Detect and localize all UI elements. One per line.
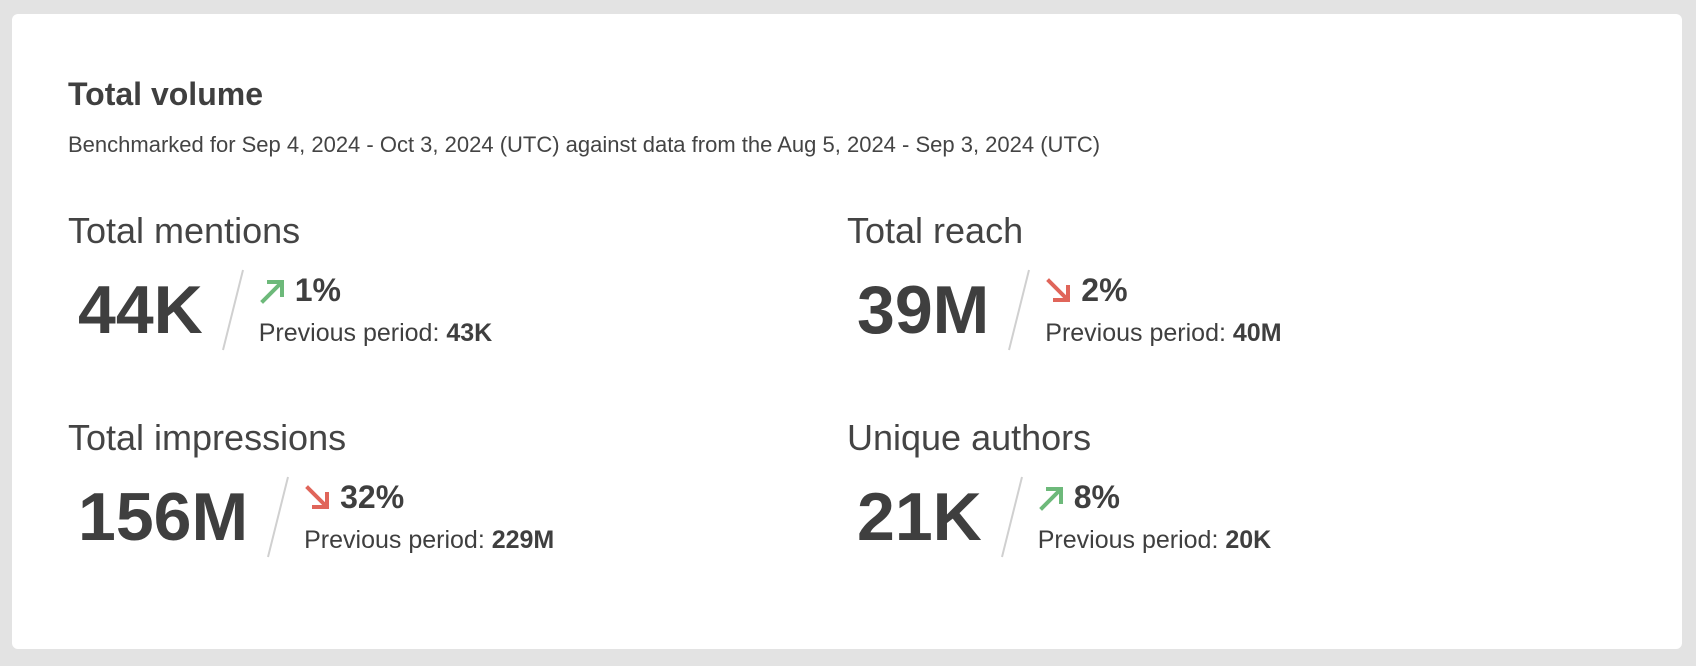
change-value: 1% <box>294 272 341 308</box>
previous-value: 20K <box>1225 526 1272 554</box>
metric-details: 2% Previous period: 40M <box>1045 272 1281 348</box>
metric-label: Total impressions <box>68 417 347 458</box>
divider-line <box>221 269 244 351</box>
divider <box>1000 476 1023 558</box>
arrow-down <box>1046 277 1071 302</box>
metric-label: Total mentions <box>68 210 301 251</box>
metric: Total reach 39M 2% Previous period: 40M <box>847 210 1282 352</box>
change: 8% <box>1038 479 1271 516</box>
metric: Total impressions 156M 32% Previous period:… <box>68 417 554 559</box>
metric-details: 8% Previous period: 20K <box>1038 479 1271 555</box>
metric: Unique authors 21K 8% Previous period: 20K <box>847 417 1271 559</box>
metric-label: Total reach <box>847 210 1024 251</box>
metric-value: 39M <box>857 272 990 348</box>
metric-row: 21K 8% Previous period: 20K <box>847 475 1271 559</box>
previous-label: Previous period: <box>304 526 485 554</box>
previous-period: Previous period: 40M <box>1045 319 1281 348</box>
card-subtitle: Benchmarked for Sep 4, 2024 - Oct 3, 202… <box>68 132 1101 157</box>
divider <box>1008 269 1031 351</box>
metric-details: 1% Previous period: 43K <box>259 272 492 348</box>
divider <box>221 269 244 351</box>
arrow-shape <box>1038 486 1063 511</box>
metric-row: 44K 1% Previous period: 43K <box>68 268 492 352</box>
change-value: 32% <box>340 479 405 515</box>
change: 2% <box>1045 272 1281 309</box>
previous-value: 229M <box>491 526 555 554</box>
previous-value: 40M <box>1232 319 1282 347</box>
change: 1% <box>259 272 492 309</box>
metric-value: 21K <box>857 479 982 555</box>
change-value: 2% <box>1081 272 1128 308</box>
previous-period: Previous period: 20K <box>1038 526 1271 555</box>
change-value: 8% <box>1073 479 1120 515</box>
metric-row: 156M 32% Previous period: 229M <box>68 475 554 559</box>
card-title: Total volume <box>68 76 263 112</box>
divider-line <box>1000 476 1023 558</box>
arrow-up <box>259 279 284 304</box>
divider-line <box>1008 269 1031 351</box>
card: Total volume Benchmarked for Sep 4, 2024… <box>12 14 1682 649</box>
previous-period: Previous period: 43K <box>259 319 492 348</box>
previous-value: 43K <box>446 319 493 347</box>
metric: Total mentions 44K 1% Previous period: 43K <box>68 210 492 352</box>
arrow-shape <box>305 484 330 509</box>
previous-period: Previous period: 229M <box>304 526 554 555</box>
change: 32% <box>304 479 554 516</box>
arrow-up <box>1038 486 1063 511</box>
metric-value: 44K <box>78 272 203 348</box>
metric-value: 156M <box>78 479 249 555</box>
metric-label: Unique authors <box>847 417 1092 458</box>
arrow-shape <box>1046 277 1071 302</box>
divider <box>267 476 290 558</box>
metric-details: 32% Previous period: 229M <box>304 479 554 555</box>
previous-label: Previous period: <box>1037 526 1219 554</box>
previous-label: Previous period: <box>258 319 440 347</box>
divider-line <box>267 476 290 558</box>
arrow-shape <box>259 279 284 304</box>
metric-row: 39M 2% Previous period: 40M <box>847 268 1282 352</box>
arrow-down <box>305 484 330 509</box>
previous-label: Previous period: <box>1045 319 1226 347</box>
